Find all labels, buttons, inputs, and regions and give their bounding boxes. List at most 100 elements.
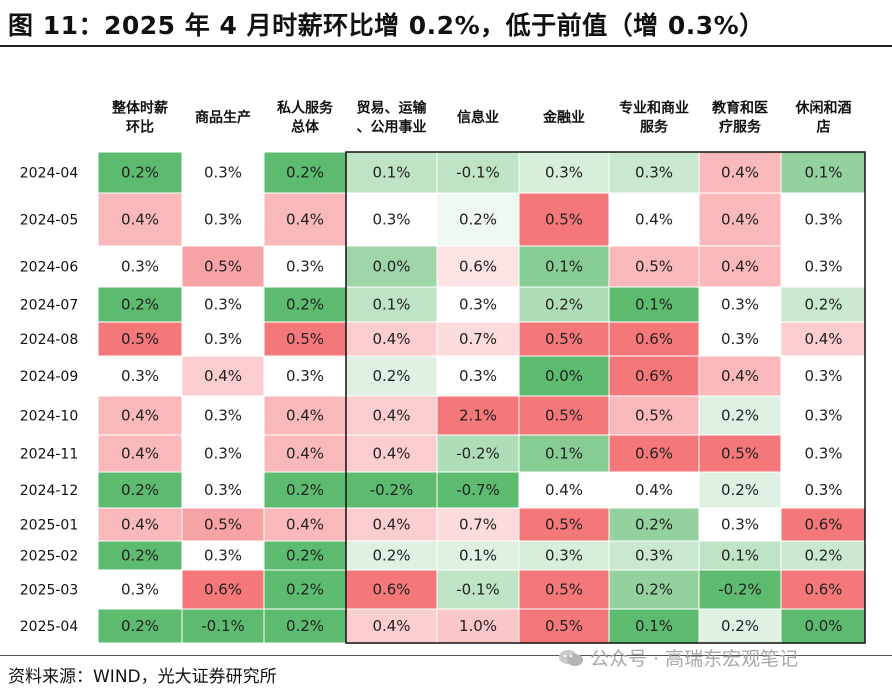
- cell-value: 0.3%: [804, 407, 842, 425]
- heat-cell: [97, 569, 183, 610]
- cell-value: 0.3%: [459, 367, 497, 385]
- heat-cell: [97, 608, 183, 644]
- cell-value: 0.4%: [286, 407, 324, 425]
- cell-value: -0.2%: [370, 481, 414, 499]
- cell-value: 0.3%: [121, 367, 159, 385]
- heat-cell: [436, 192, 520, 247]
- cell-value: 0.3%: [545, 547, 583, 565]
- cell-value: 0.6%: [204, 581, 242, 599]
- cell-value: 0.6%: [635, 445, 673, 463]
- cell-value: 0.5%: [286, 330, 324, 348]
- heat-cell: [698, 569, 782, 610]
- cell-value: -0.1%: [456, 581, 500, 599]
- cell-value: 0.1%: [372, 164, 410, 182]
- heat-cell: [97, 540, 183, 571]
- heat-cell: [518, 540, 610, 571]
- cell-value: 0.2%: [286, 296, 324, 314]
- cell-value: 0.3%: [204, 445, 242, 463]
- heat-cell: [608, 608, 700, 644]
- cell-value: 0.0%: [804, 617, 842, 635]
- heat-cell: [181, 245, 265, 288]
- cell-value: 0.4%: [372, 330, 410, 348]
- cell-value: -0.2%: [456, 445, 500, 463]
- column-header: 环比: [126, 119, 154, 136]
- cell-value: 0.4%: [721, 367, 759, 385]
- cell-value: 0.3%: [286, 367, 324, 385]
- cell-value: 0.2%: [286, 547, 324, 565]
- cell-value: 0.3%: [545, 164, 583, 182]
- cell-value: 0.6%: [635, 330, 673, 348]
- heat-cell: [518, 321, 610, 357]
- column-header: 疗服务: [719, 119, 762, 136]
- cell-value: 1.0%: [459, 617, 497, 635]
- cell-value: 0.4%: [372, 445, 410, 463]
- column-header: 总体: [291, 119, 320, 136]
- cell-value: 0.3%: [721, 296, 759, 314]
- heat-cell: [608, 286, 700, 323]
- cell-value: 0.3%: [204, 330, 242, 348]
- cell-value: 0.1%: [721, 547, 759, 565]
- cell-value: 0.4%: [372, 617, 410, 635]
- heat-cell: [181, 192, 265, 247]
- column-header: 整体时薪: [111, 100, 168, 117]
- heat-cell: [263, 192, 347, 247]
- heat-cell: [608, 540, 700, 571]
- cell-value: 0.3%: [204, 407, 242, 425]
- watermark-text: 公众号 · 高瑞东宏观笔记: [590, 648, 799, 670]
- heat-cell: [698, 321, 782, 357]
- cell-value: 0.3%: [804, 367, 842, 385]
- cell-value: 0.6%: [372, 581, 410, 599]
- cell-value: 0.3%: [635, 547, 673, 565]
- heat-cell: [263, 434, 347, 473]
- heat-cell: [436, 434, 520, 473]
- cell-value: 0.5%: [545, 211, 583, 229]
- cell-value: -0.7%: [456, 481, 500, 499]
- heat-cell: [608, 434, 700, 473]
- row-label: 2025-02: [20, 549, 79, 565]
- row-label: 2024-07: [20, 298, 79, 314]
- heat-cell: [181, 286, 265, 323]
- heat-cell: [181, 355, 265, 397]
- cell-value: 0.3%: [804, 445, 842, 463]
- heat-cell: [780, 395, 867, 436]
- column-header: 商品生产: [195, 109, 251, 126]
- cell-value: 0.3%: [804, 481, 842, 499]
- cell-value: 0.3%: [121, 581, 159, 599]
- cell-value: 0.3%: [721, 330, 759, 348]
- column-header: 、公用事业: [357, 119, 427, 136]
- column-header: 休闲和酒: [795, 100, 852, 117]
- cell-value: 0.2%: [804, 547, 842, 565]
- cell-value: 0.2%: [635, 516, 673, 534]
- heat-cell: [698, 286, 782, 323]
- cell-value: 0.4%: [804, 330, 842, 348]
- column-header: 金融业: [542, 109, 585, 126]
- row-label: 2024-09: [20, 369, 79, 385]
- cell-value: 0.5%: [204, 516, 242, 534]
- heat-cell: [518, 434, 610, 473]
- cell-value: 0.4%: [721, 211, 759, 229]
- highlight-frame: [345, 151, 866, 644]
- heat-cell: [345, 434, 438, 473]
- cell-value: 0.2%: [635, 581, 673, 599]
- cell-value: 0.0%: [545, 367, 583, 385]
- cell-value: 0.5%: [545, 617, 583, 635]
- row-label: 2024-12: [20, 483, 79, 499]
- cell-value: 0.2%: [721, 617, 759, 635]
- cell-value: 0.3%: [804, 211, 842, 229]
- heat-cell: [780, 151, 867, 194]
- cell-value: 0.4%: [721, 164, 759, 182]
- column-header: 专业和商业: [619, 100, 689, 117]
- heat-cell: [608, 395, 700, 436]
- cell-value: 0.1%: [459, 547, 497, 565]
- heat-cell: [181, 321, 265, 357]
- cell-value: 0.4%: [204, 367, 242, 385]
- heat-cell: [608, 321, 700, 357]
- heat-cell: [345, 540, 438, 571]
- heat-cell: [263, 569, 347, 610]
- cell-value: 0.2%: [372, 367, 410, 385]
- heat-cell: [263, 321, 347, 357]
- cell-value: 0.4%: [286, 445, 324, 463]
- cell-value: 0.5%: [545, 330, 583, 348]
- heat-cell: [263, 507, 347, 542]
